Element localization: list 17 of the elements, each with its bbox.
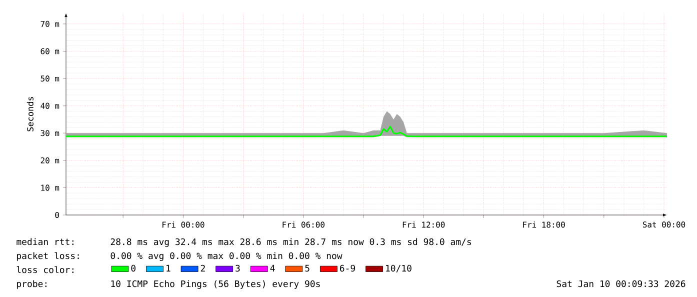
legend-title: loss color:: [16, 266, 74, 274]
legend-label: 2: [200, 264, 205, 272]
text: 10 ICMP Echo Pings (56 Bytes) every 90s: [111, 280, 320, 289]
legend-label: 3: [236, 264, 240, 272]
legend-label: 4: [270, 264, 275, 272]
text: packet loss:: [17, 252, 79, 261]
text: 28.8 ms avg 32.4 ms max 28.6 ms min 28.7 ms now 0.3 ms sd 98.0 am/s: [110, 238, 471, 247]
legend-label: 1: [166, 264, 170, 272]
legend-label: 0: [131, 264, 136, 272]
y-axis-title: Seconds: [26, 96, 34, 132]
legend-label: 10/10: [386, 264, 412, 272]
text: median rtt:: [16, 238, 74, 246]
legend-label: 6-9: [340, 264, 355, 272]
text: Sat Jan 10 00:09:33 2026: [556, 280, 686, 288]
text: probe:: [17, 280, 46, 289]
legend-label: 5: [305, 264, 310, 272]
text: 0.00 % avg 0.00 % max 0.00 % min 0.00 % now: [110, 252, 342, 261]
